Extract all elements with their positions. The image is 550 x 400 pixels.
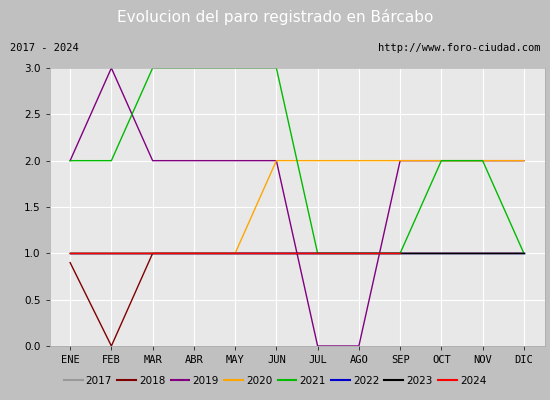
Text: 2017 - 2024: 2017 - 2024	[10, 43, 79, 53]
Text: Evolucion del paro registrado en Bárcabo: Evolucion del paro registrado en Bárcabo	[117, 9, 433, 25]
Legend: 2017, 2018, 2019, 2020, 2021, 2022, 2023, 2024: 2017, 2018, 2019, 2020, 2021, 2022, 2023…	[59, 372, 491, 390]
Text: http://www.foro-ciudad.com: http://www.foro-ciudad.com	[378, 43, 540, 53]
